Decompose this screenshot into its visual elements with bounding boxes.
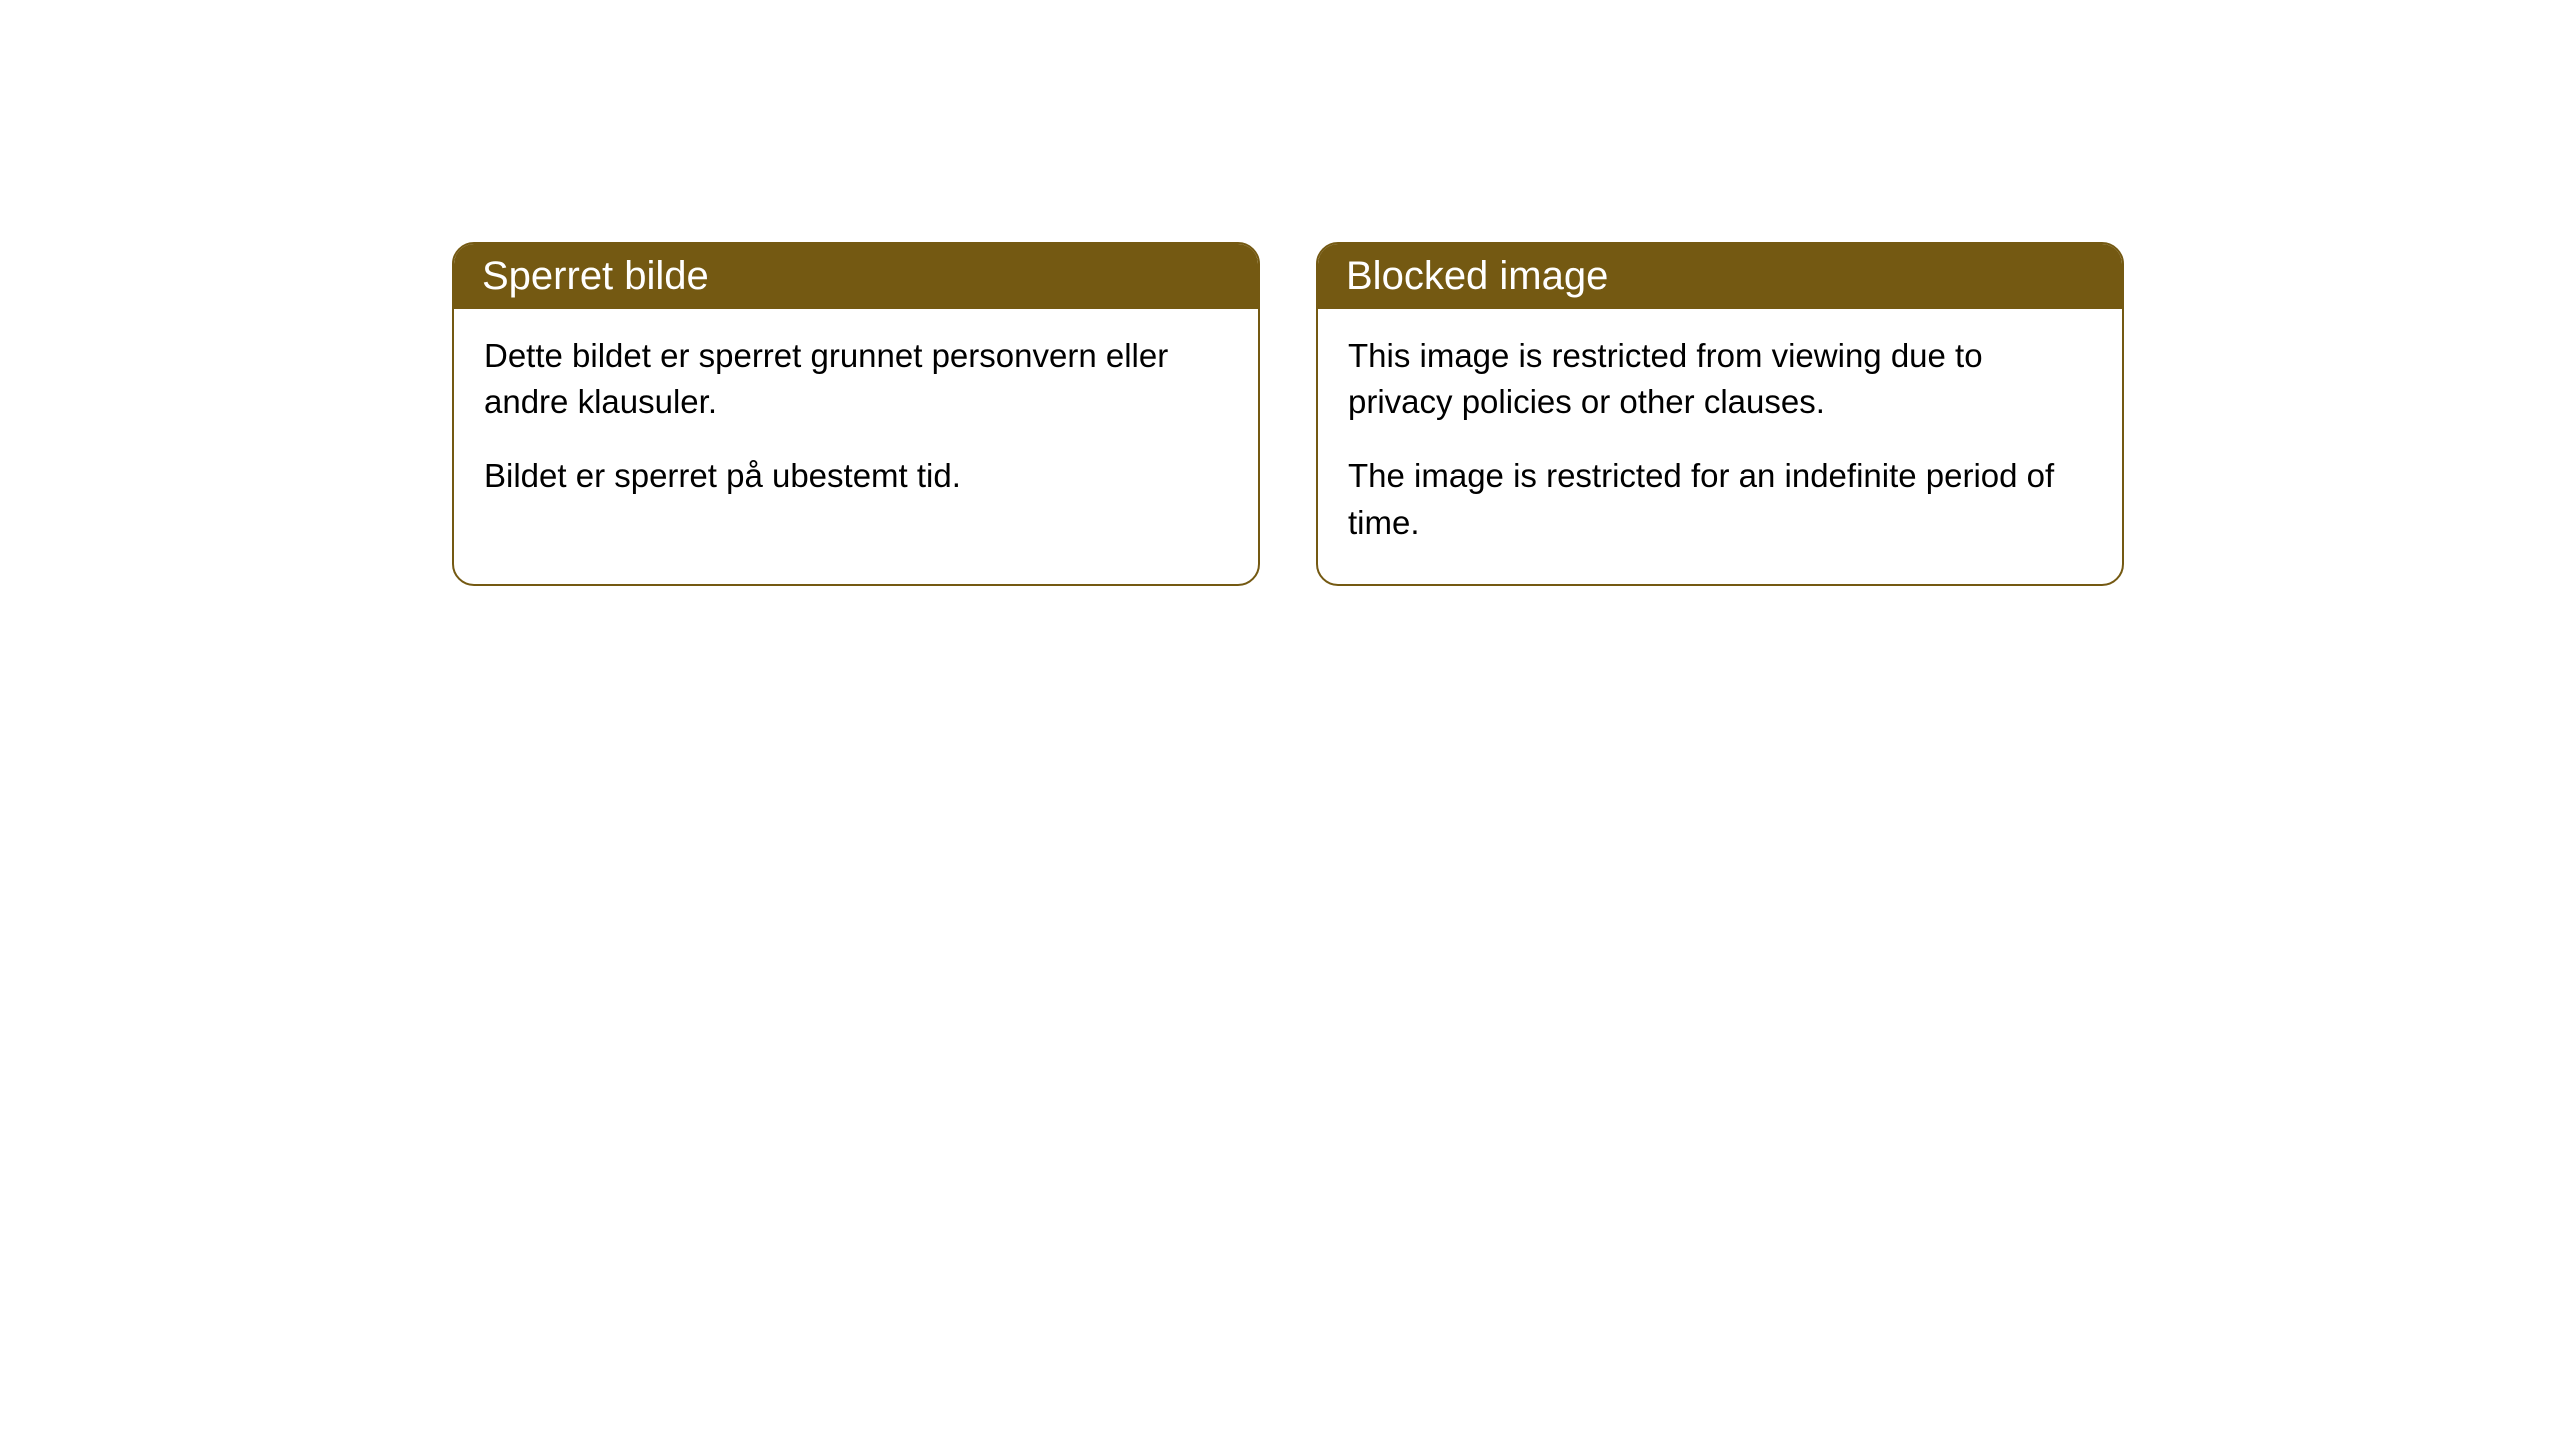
card-paragraph-2-norwegian: Bildet er sperret på ubestemt tid.: [484, 453, 1228, 499]
card-body-english: This image is restricted from viewing du…: [1318, 309, 2122, 584]
card-paragraph-1-english: This image is restricted from viewing du…: [1348, 333, 2092, 425]
blocked-image-card-english: Blocked image This image is restricted f…: [1316, 242, 2124, 586]
blocked-image-card-norwegian: Sperret bilde Dette bildet er sperret gr…: [452, 242, 1260, 586]
card-paragraph-2-english: The image is restricted for an indefinit…: [1348, 453, 2092, 545]
card-paragraph-1-norwegian: Dette bildet er sperret grunnet personve…: [484, 333, 1228, 425]
cards-container: Sperret bilde Dette bildet er sperret gr…: [0, 0, 2560, 586]
card-body-norwegian: Dette bildet er sperret grunnet personve…: [454, 309, 1258, 538]
card-header-norwegian: Sperret bilde: [454, 244, 1258, 309]
card-header-english: Blocked image: [1318, 244, 2122, 309]
